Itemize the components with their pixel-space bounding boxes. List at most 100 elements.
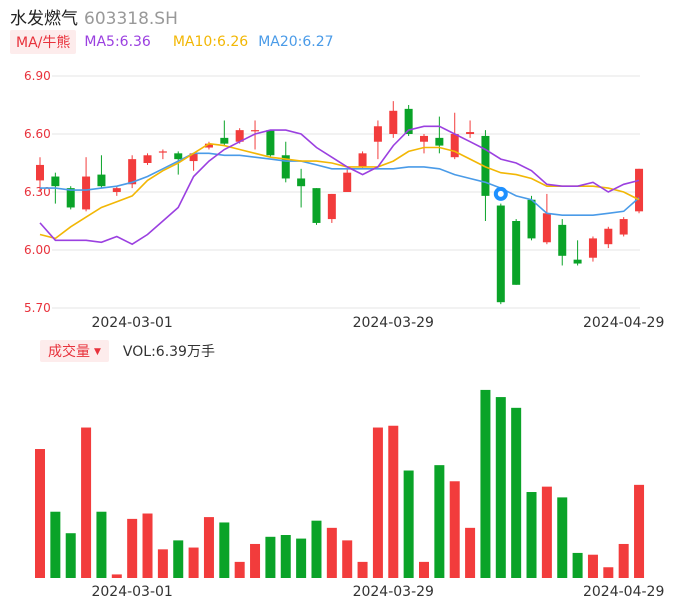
volume-type-tag[interactable]: 成交量 ▼ <box>40 340 109 362</box>
candle-body <box>36 164 44 181</box>
candle-body <box>558 224 567 256</box>
candle-body <box>542 213 551 243</box>
volume-bar <box>50 511 61 578</box>
x-tick-label: 2024-04-29 <box>583 315 664 331</box>
candle-body <box>189 153 198 162</box>
stock-header: 水发燃气 603318.SH <box>10 4 178 29</box>
volume-bar <box>65 533 76 578</box>
volume-bar <box>587 554 598 578</box>
volume-bar <box>511 407 522 578</box>
stock-name: 水发燃气 <box>10 9 78 29</box>
x-tick-label: 2024-03-29 <box>353 315 434 331</box>
volume-bar <box>35 449 45 578</box>
volume-bar <box>541 486 552 578</box>
candle-body <box>588 238 597 258</box>
caret-down-icon: ▼ <box>94 347 101 357</box>
candle-body <box>635 168 644 212</box>
volume-x-tick-label: 2024-03-29 <box>353 584 434 600</box>
volume-bar <box>419 561 429 578</box>
volume-bar <box>280 535 291 578</box>
volume-bar <box>265 536 276 578</box>
ma10-line <box>39 142 640 240</box>
volume-bar <box>557 497 568 578</box>
ma20-label: MA20:6.27 <box>258 34 334 50</box>
x-tick-label: 2024-03-01 <box>91 315 172 331</box>
candle-body <box>266 130 275 156</box>
volume-bar <box>311 520 322 578</box>
candle-body <box>174 153 183 160</box>
volume-bar <box>234 561 245 578</box>
candle-body <box>466 132 475 134</box>
volume-legend: 成交量 ▼ VOL:6.39万手 <box>40 340 215 362</box>
candle-body <box>358 153 367 167</box>
candle-body <box>420 135 428 142</box>
volume-bar <box>127 518 138 578</box>
candle-body <box>404 108 413 134</box>
candle-body <box>97 174 106 187</box>
stock-code: 603318.SH <box>84 9 178 29</box>
ma10-label: MA10:6.26 <box>172 34 249 50</box>
volume-bar <box>480 389 491 578</box>
ma5-label: MA5:6.36 <box>84 34 151 50</box>
y-tick-label: 6.90 <box>24 69 51 83</box>
volume-bar <box>634 484 645 578</box>
ma-type-tag[interactable]: MA/牛熊 <box>10 30 77 54</box>
candle-body <box>297 178 306 187</box>
y-tick-label: 6.00 <box>24 243 51 257</box>
candle-body <box>343 172 352 192</box>
volume-bar <box>465 527 476 578</box>
volume-bar <box>326 527 337 578</box>
volume-x-tick-label: 2024-04-29 <box>583 584 664 600</box>
signal-marker-dot <box>497 190 504 197</box>
y-tick-label: 6.30 <box>24 185 51 199</box>
volume-bar <box>495 397 506 578</box>
volume-bar <box>372 427 383 578</box>
candle-body <box>450 134 459 158</box>
volume-bar <box>81 427 92 578</box>
volume-bar <box>111 574 122 578</box>
candle-body <box>435 137 444 146</box>
candle-body <box>496 205 505 303</box>
candle-body <box>220 137 229 144</box>
candle-body <box>143 155 152 163</box>
y-tick-label: 6.60 <box>24 127 51 141</box>
volume-bar <box>188 547 199 578</box>
candle-body <box>204 143 213 148</box>
volume-bar <box>96 511 107 578</box>
y-tick-label: 5.70 <box>24 301 51 315</box>
candle-body <box>66 188 75 208</box>
candle-body <box>281 155 290 179</box>
volume-bar <box>142 513 153 578</box>
volume-bar <box>357 561 368 578</box>
candle-body <box>112 188 121 192</box>
ma20-line <box>40 152 640 216</box>
volume-bar <box>296 538 307 578</box>
candle-body <box>327 193 336 220</box>
candle-body <box>251 130 260 132</box>
volume-bar <box>603 567 614 578</box>
volume-bar <box>434 465 445 578</box>
candle-body <box>604 228 613 245</box>
candle-body <box>128 159 137 185</box>
ma-legend: MA/牛熊 MA5:6.36 MA10:6.26 MA20:6.27 <box>10 30 334 54</box>
candle-body <box>573 259 582 264</box>
volume-bar <box>219 522 230 578</box>
candle-body <box>51 176 60 187</box>
volume-bar <box>403 470 414 578</box>
volume-bar <box>342 540 353 578</box>
candle-body <box>527 199 536 239</box>
volume-value: VOL:6.39万手 <box>122 344 215 360</box>
volume-x-tick-label: 2024-03-01 <box>91 584 172 600</box>
candle-body <box>389 110 398 134</box>
ma5-line <box>39 125 640 246</box>
volume-bar <box>526 492 537 578</box>
candle-body <box>82 176 91 210</box>
candle-body <box>512 221 521 285</box>
candle-body <box>619 219 628 235</box>
candle-body <box>235 130 244 142</box>
volume-tag-label: 成交量 <box>48 344 90 360</box>
candle-body <box>158 151 167 153</box>
volume-bar <box>388 425 399 578</box>
volume-bar <box>203 517 214 578</box>
